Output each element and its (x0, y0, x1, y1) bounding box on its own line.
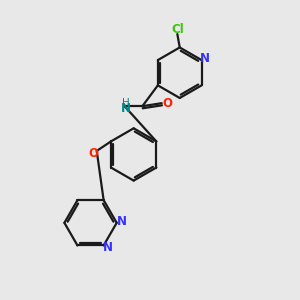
Text: O: O (88, 147, 98, 161)
Text: O: O (162, 97, 172, 110)
Text: H: H (122, 98, 130, 108)
Text: N: N (103, 241, 113, 254)
Text: Cl: Cl (171, 23, 184, 36)
Text: N: N (117, 215, 127, 228)
Text: N: N (200, 52, 210, 65)
Text: N: N (121, 102, 131, 115)
